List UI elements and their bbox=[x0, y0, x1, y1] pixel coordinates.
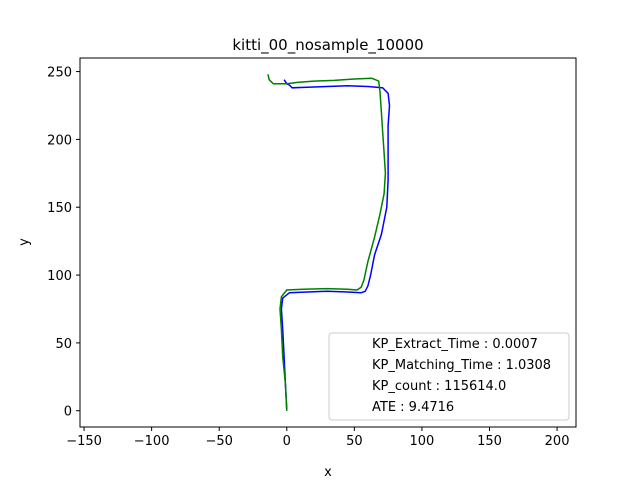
legend-box bbox=[328, 332, 570, 421]
x-tick-label: −100 bbox=[134, 434, 170, 449]
x-tick-label: −50 bbox=[205, 434, 232, 449]
x-tick-label: 0 bbox=[283, 434, 291, 449]
x-tick-label: 150 bbox=[477, 434, 502, 449]
y-tick-label: 200 bbox=[47, 133, 72, 148]
y-axis-label: y bbox=[17, 238, 32, 246]
series-line-0 bbox=[280, 79, 391, 411]
series-line-1 bbox=[267, 74, 387, 411]
x-tick-label: 50 bbox=[346, 434, 363, 449]
legend-entry: KP_count : 115614.0 bbox=[372, 379, 506, 394]
x-axis-label: x bbox=[324, 465, 332, 480]
plot-frame bbox=[79, 57, 577, 428]
y-tick-label: 0 bbox=[64, 405, 72, 420]
legend-entry: KP_Matching_Time : 1.0308 bbox=[372, 358, 551, 373]
x-tick-label: −150 bbox=[66, 434, 102, 449]
legend: KP_Extract_Time : 0.0007 KP_Matching_Time… bbox=[328, 332, 570, 421]
x-tick-label: 100 bbox=[410, 434, 435, 449]
y-tick-label: 100 bbox=[47, 269, 72, 284]
legend-entry: ATE : 9.4716 bbox=[372, 400, 454, 415]
y-tick-label: 250 bbox=[47, 66, 72, 81]
legend-entry: KP_Extract_Time : 0.0007 bbox=[372, 337, 538, 352]
y-tick-label: 50 bbox=[55, 337, 72, 352]
chart-title: kitti_00_nosample_10000 bbox=[232, 36, 423, 55]
plot-area: −150 −100 −50 0 50 100 150 200 0 50 100 150 200 250 bbox=[47, 57, 577, 449]
x-tick-label: 200 bbox=[545, 434, 570, 449]
y-tick-label: 150 bbox=[47, 201, 72, 216]
